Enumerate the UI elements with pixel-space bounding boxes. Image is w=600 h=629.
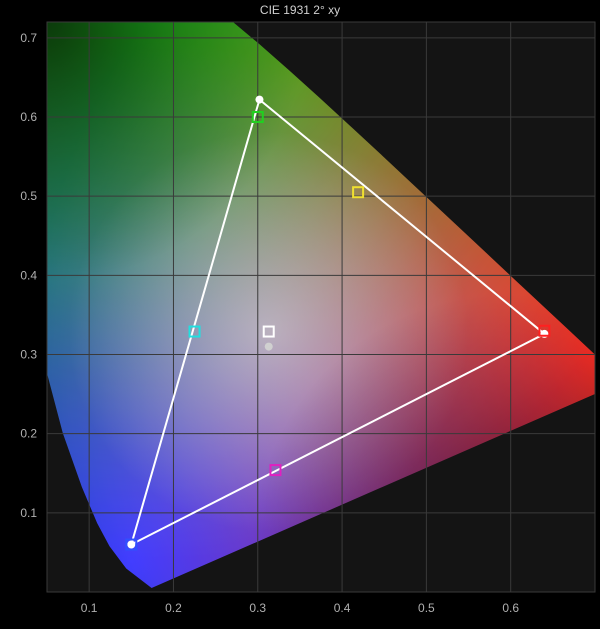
x-tick-label: 0.6 — [502, 601, 519, 615]
gamut-vertex-green — [255, 96, 263, 104]
y-tick-label: 0.1 — [20, 506, 37, 520]
x-tick-label: 0.2 — [165, 601, 182, 615]
y-tick-label: 0.5 — [20, 189, 37, 203]
gamut-vertex-blue — [127, 541, 135, 549]
white-point-dot — [265, 343, 273, 351]
x-tick-label: 0.4 — [334, 601, 351, 615]
x-tick-label: 0.1 — [81, 601, 98, 615]
x-tick-label: 0.3 — [249, 601, 266, 615]
y-tick-label: 0.7 — [20, 31, 37, 45]
chart-container: CIE 1931 2° xy 0.1 0.2 0.3 0.4 0.5 0.6 0.1 0.2 0.… — [0, 0, 600, 629]
cie-chart: CIE 1931 2° xy 0.1 0.2 0.3 0.4 0.5 0.6 0.1 0.2 0.… — [0, 0, 600, 629]
y-tick-label: 0.6 — [20, 110, 37, 124]
y-tick-label: 0.2 — [20, 427, 37, 441]
x-tick-label: 0.5 — [418, 601, 435, 615]
y-tick-label: 0.4 — [20, 268, 37, 282]
y-tick-label: 0.3 — [20, 348, 37, 362]
chart-title: CIE 1931 2° xy — [260, 3, 340, 17]
